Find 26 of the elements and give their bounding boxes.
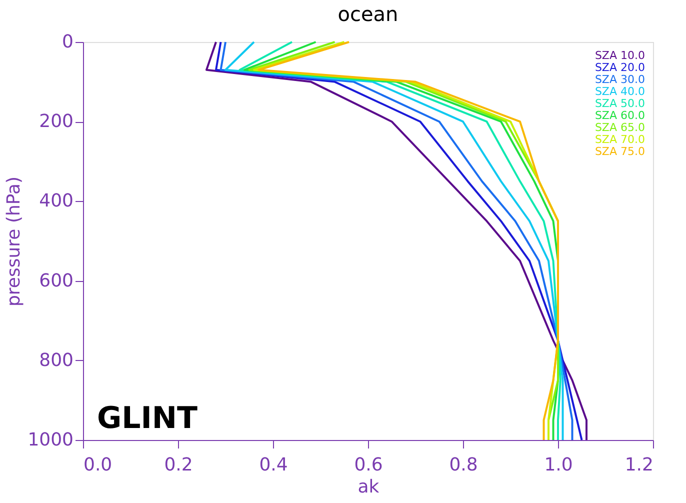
text: SZA 40.0 (594, 85, 645, 98)
y-axis-title: pressure (hPa) (4, 176, 25, 306)
x-tick-label: 1.2 (624, 454, 654, 476)
text: SZA 20.0 (594, 61, 645, 74)
text: SZA 60.0 (594, 109, 645, 122)
y-tick-label: 200 (39, 111, 74, 132)
text: SZA 30.0 (594, 73, 645, 86)
y-tick-label: 400 (39, 190, 74, 212)
x-tick-label: 1.0 (544, 454, 573, 476)
y-tick-label: 0 (62, 32, 74, 52)
x-tick-label: 0.4 (259, 454, 288, 476)
chart-title: ocean (338, 2, 398, 26)
text: SZA 10.0 (594, 49, 645, 62)
x-axis-title: ak (358, 476, 380, 498)
text: SZA 70.0 (594, 133, 645, 146)
x-tick-label: 0.8 (449, 454, 478, 476)
y-tick-label: 1000 (28, 430, 74, 450)
y-tick-label: 800 (39, 350, 74, 371)
text: SZA 75.0 (594, 145, 645, 158)
text: SZA 65.0 (594, 121, 645, 134)
y-tick-label: 600 (39, 270, 74, 292)
x-tick-label: 0.6 (354, 454, 383, 476)
x-tick-label: 0.2 (164, 454, 193, 476)
annotation: GLINT (97, 401, 198, 436)
x-tick-label: 0.0 (84, 454, 112, 476)
text: SZA 50.0 (594, 97, 645, 110)
